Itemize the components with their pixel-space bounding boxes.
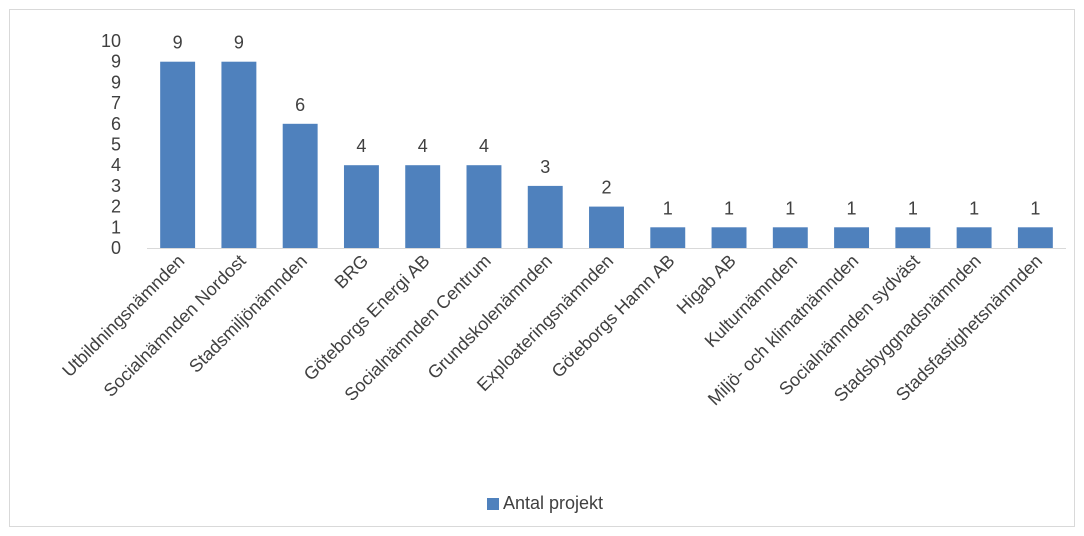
legend-swatch <box>487 498 499 510</box>
y-tick-label: 9 <box>111 72 121 92</box>
data-label: 6 <box>295 95 305 115</box>
bar <box>160 61 196 249</box>
data-label: 1 <box>785 198 795 218</box>
data-label: 1 <box>969 198 979 218</box>
x-tick-label: Stadsmiljönämnden <box>185 251 311 377</box>
y-tick-label: 9 <box>111 52 121 72</box>
data-label: 4 <box>356 136 366 156</box>
bar <box>834 227 870 248</box>
bar <box>221 61 257 249</box>
data-label: 1 <box>1030 198 1040 218</box>
bar <box>343 165 379 248</box>
y-tick-label: 10 <box>101 31 121 51</box>
bar <box>466 165 502 248</box>
data-label: 4 <box>418 136 428 156</box>
bars <box>160 61 1053 249</box>
data-label: 9 <box>234 33 244 53</box>
legend-label: Antal projekt <box>503 493 603 513</box>
bar <box>589 206 624 248</box>
bar <box>527 185 563 248</box>
y-tick-label: 2 <box>111 197 121 217</box>
bar <box>1017 227 1053 248</box>
data-label: 1 <box>847 198 857 218</box>
data-label: 4 <box>479 136 489 156</box>
legend: Antal projekt <box>487 493 603 513</box>
data-labels: 9 9 6 4 4 4 3 2 1 1 1 1 1 1 1 <box>173 33 1041 219</box>
data-label: 1 <box>908 198 918 218</box>
data-label: 2 <box>601 178 611 198</box>
data-label: 1 <box>663 198 673 218</box>
y-tick-label: 1 <box>111 217 121 237</box>
bar <box>895 227 931 248</box>
y-tick-label: 7 <box>111 93 121 113</box>
y-tick-label: 0 <box>111 238 121 258</box>
bar <box>711 227 747 248</box>
y-tick-label: 5 <box>111 135 121 155</box>
data-label: 9 <box>173 33 183 53</box>
bar <box>282 123 318 248</box>
y-tick-label: 3 <box>111 176 121 196</box>
x-tick-label: Utbildningsnämnden <box>58 251 188 381</box>
bar <box>956 227 992 248</box>
y-tick-label: 6 <box>111 114 121 134</box>
data-label: 1 <box>724 198 734 218</box>
x-tick-label: BRG <box>331 251 373 293</box>
x-tick-label: Göteborgs Hamn AB <box>548 251 679 382</box>
data-label: 3 <box>540 157 550 177</box>
bar <box>772 227 808 248</box>
bar <box>405 165 441 248</box>
y-tick-label: 4 <box>111 155 121 175</box>
bar <box>650 227 686 248</box>
